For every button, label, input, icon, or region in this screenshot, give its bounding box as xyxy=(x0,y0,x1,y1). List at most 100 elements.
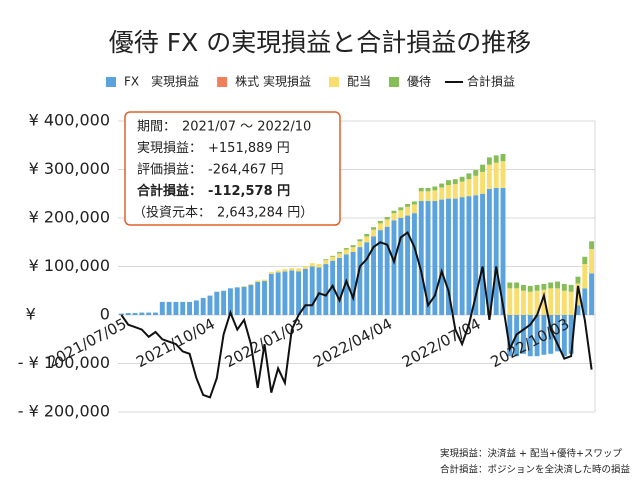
bar-segment xyxy=(555,281,560,289)
legend-label: FX 実現損益 xyxy=(124,74,199,89)
bar-segment xyxy=(568,315,574,354)
bar-segment xyxy=(446,198,451,315)
x-tick-label: 2022/04/04 xyxy=(310,315,395,371)
legend-label: 合計損益 xyxy=(467,74,515,89)
bar-segment xyxy=(357,239,363,242)
chart-title: 優待 FX の実現損益と合計損益の推移 xyxy=(109,28,531,57)
y-tick-label: - ¥ 100,000 xyxy=(18,353,110,372)
bar-segment xyxy=(480,171,486,194)
bar-segment xyxy=(582,288,588,315)
bar-segment xyxy=(582,264,588,289)
bar-segment xyxy=(207,295,213,315)
bar-segment xyxy=(302,268,308,315)
bar-segment xyxy=(439,183,445,188)
bar-segment xyxy=(200,298,206,315)
bar-segment xyxy=(541,289,547,315)
bar-segment xyxy=(439,187,445,200)
bar-segment xyxy=(589,249,595,274)
bar-segment xyxy=(289,270,295,315)
bar-segment xyxy=(486,188,492,315)
bar-segment xyxy=(466,196,472,315)
bar-segment xyxy=(173,301,179,315)
bar-segment xyxy=(296,271,302,315)
bar-segment xyxy=(187,301,193,315)
bar-segment xyxy=(296,268,302,272)
bar-segment xyxy=(364,236,370,243)
bar-segment xyxy=(432,186,438,191)
bar-segment xyxy=(398,218,404,315)
bar-segment xyxy=(371,236,376,315)
bar-segment xyxy=(337,257,342,315)
bar-segment xyxy=(384,226,390,315)
bar-segment xyxy=(575,305,581,315)
bar-segment xyxy=(262,281,267,315)
bar-segment xyxy=(561,290,567,315)
y-tick-label: ¥ 200,000 xyxy=(29,208,110,227)
bar-segment xyxy=(391,210,397,214)
bar-segment xyxy=(507,315,513,357)
bar-segment xyxy=(432,201,438,315)
bar-segment xyxy=(548,315,554,354)
bar-segment xyxy=(493,155,499,163)
bar-segment xyxy=(371,227,376,230)
bar-segment xyxy=(255,280,261,283)
bar-segment xyxy=(282,271,288,315)
bar-segment xyxy=(514,288,520,315)
bar-segment xyxy=(384,217,390,220)
bar-segment xyxy=(146,312,152,315)
bar-segment xyxy=(350,247,356,252)
bar-segment xyxy=(500,161,506,188)
bar-segment xyxy=(248,283,254,285)
bar-segment xyxy=(364,234,370,237)
bar-segment xyxy=(391,220,397,315)
bar-segment xyxy=(473,175,479,196)
summary-value: -112,578 円 xyxy=(208,184,290,199)
bar-segment xyxy=(466,173,472,180)
bar-segment xyxy=(323,260,329,265)
bar-segment xyxy=(377,220,383,224)
y-tick-label: ¥ 300,000 xyxy=(29,159,110,178)
bar-segment xyxy=(350,251,356,315)
summary-label: 実現損益： xyxy=(137,140,202,156)
bar-segment xyxy=(371,229,376,237)
bar-segment xyxy=(486,164,492,189)
bar-segment xyxy=(343,249,349,255)
bar-segment xyxy=(248,284,254,315)
bar-segment xyxy=(214,291,220,315)
summary-value: 2,643,284 円） xyxy=(217,206,313,221)
bar-segment xyxy=(357,247,363,315)
legend-label: 配当 xyxy=(347,75,371,89)
bar-segment xyxy=(589,241,595,250)
bar-segment xyxy=(527,315,533,357)
bar-segment xyxy=(418,191,424,202)
bar-segment xyxy=(500,187,506,315)
bar-segment xyxy=(507,288,513,315)
bar-segment xyxy=(439,199,445,315)
bar-segment xyxy=(575,276,581,284)
bar-segment xyxy=(541,283,547,290)
footnote: 実現損益：決済益 + 配当+優待+スワップ xyxy=(440,448,622,460)
bar-segment xyxy=(316,267,322,315)
legend-label: 株式 実現損益 xyxy=(235,74,311,89)
bar-segment xyxy=(268,273,274,315)
bar-segment xyxy=(418,187,424,192)
summary-label: 評価損益： xyxy=(137,163,202,178)
bar-segment xyxy=(425,187,431,192)
bar-segment xyxy=(561,283,567,291)
bar-segment xyxy=(473,195,479,315)
bar-segment xyxy=(221,290,227,315)
bar-segment xyxy=(555,288,560,315)
bar-segment xyxy=(289,267,295,271)
bar-segment xyxy=(446,185,451,199)
bar-segment xyxy=(568,291,574,315)
legend-swatch xyxy=(106,77,116,87)
legend-swatch xyxy=(388,77,399,87)
bar-segment xyxy=(411,201,417,205)
bar-segment xyxy=(153,312,158,315)
bar-segment xyxy=(520,284,526,291)
bar-segment xyxy=(391,213,397,221)
bar-segment xyxy=(323,259,329,261)
bar-segment xyxy=(275,272,281,315)
bar-segment xyxy=(377,223,383,231)
bar-segment xyxy=(118,313,124,315)
